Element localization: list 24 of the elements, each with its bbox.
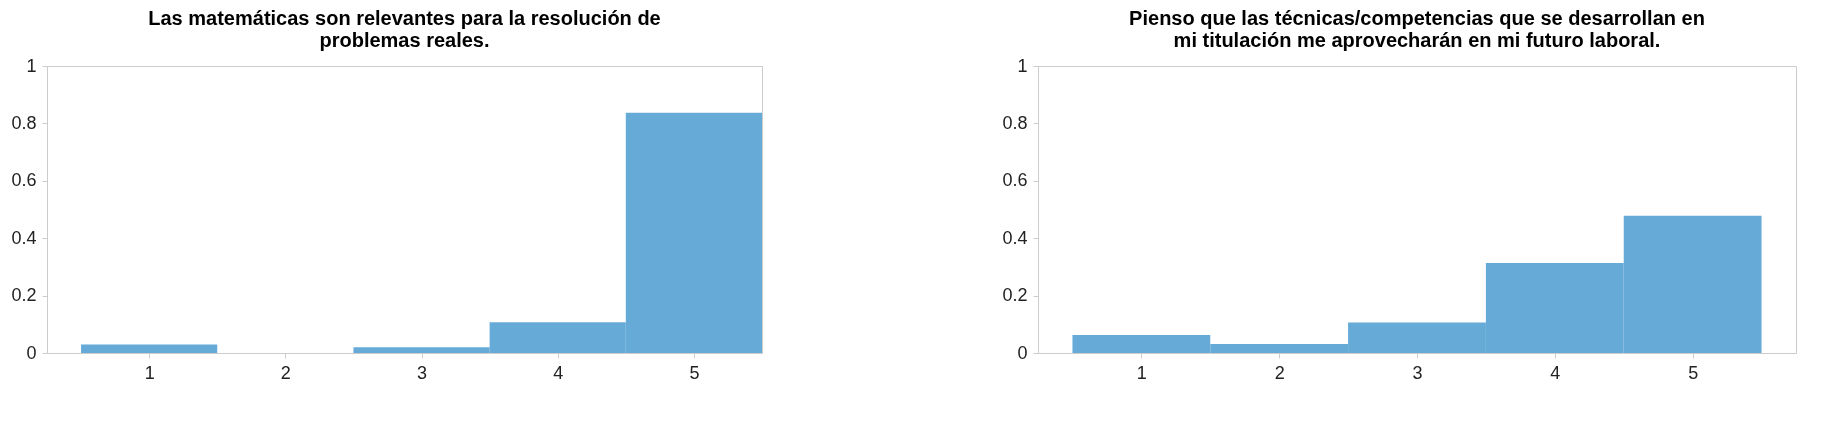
chart-title: Pienso que las técnicas/competencias que se desarrollan en mi titulación me aprovecharán en mi futuro laboral. [1129,7,1705,51]
x-tick-label: 1 [144,362,155,383]
y-tick-label: 0 [1017,342,1028,363]
x-tick-label: 2 [1274,362,1285,383]
y-tick-label: 0.4 [1002,227,1028,248]
y-tick-label: 0.8 [1002,112,1028,133]
y-tick-label: 0 [26,342,37,363]
y-tick-label: 0.8 [11,112,37,133]
y-tick-label: 0.4 [11,227,37,248]
y-tick-label: 1 [1017,55,1028,76]
x-tick-label: 3 [417,362,428,383]
y-tick-label: 0.6 [1002,170,1028,191]
y-tick-label: 0.2 [11,285,37,306]
y-tick-label: 1 [26,55,37,76]
x-tick-label: 1 [1136,362,1147,383]
x-tick-label: 5 [689,362,700,383]
x-tick-label: 2 [280,362,291,383]
x-tick-label: 4 [553,362,564,383]
chart-title: Las matemáticas son relevantes para la resolución de problemas reales. [148,7,661,51]
y-tick-label: 0.6 [11,170,37,191]
x-tick-label: 4 [1550,362,1561,383]
y-tick-label: 0.2 [1002,285,1028,306]
x-tick-label: 5 [1688,362,1699,383]
x-tick-label: 3 [1412,362,1423,383]
